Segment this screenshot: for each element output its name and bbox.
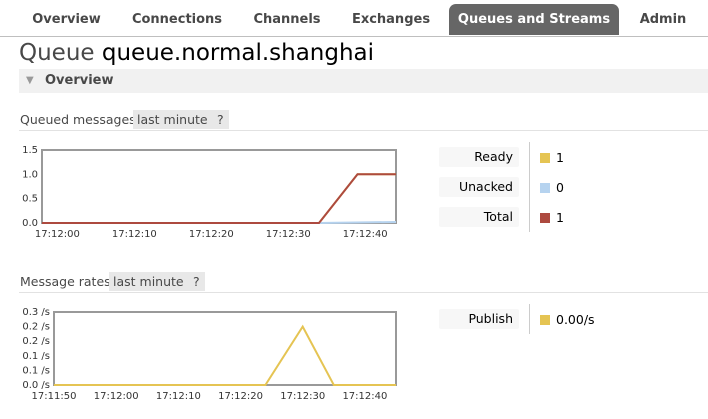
queued-help-button[interactable]: ? (212, 110, 229, 129)
y-tick-label: 0.5 (22, 194, 38, 205)
collapse-triangle-icon: ▼ (26, 75, 34, 86)
tab-exchanges[interactable]: Exchanges (351, 12, 431, 27)
legend-divider (529, 142, 530, 232)
page-title: Queue queue.normal.shanghai (19, 40, 374, 66)
tab-overview[interactable]: Overview (32, 12, 101, 27)
tab-queues-and-streams[interactable]: Queues and Streams (449, 4, 619, 35)
rates-help-button[interactable]: ? (188, 272, 205, 291)
queued-messages-title: Queued messages (20, 112, 136, 127)
message-rates-header: Message rates last minute ? (19, 272, 708, 293)
queue-name: queue.normal.shanghai (101, 40, 375, 66)
x-tick-label: 17:12:10 (112, 229, 157, 240)
queued-range-selector[interactable]: last minute (133, 110, 212, 129)
section-title: Overview (45, 73, 114, 88)
x-tick-label: 17:12:20 (218, 391, 263, 402)
legend-label-publish: Publish (439, 309, 519, 329)
unacked-color-swatch (540, 183, 550, 193)
page-title-prefix: Queue (19, 40, 95, 66)
x-tick-label: 17:12:40 (342, 391, 387, 402)
total-color-swatch (540, 213, 550, 223)
rates-legend-divider (529, 304, 530, 334)
tab-admin[interactable]: Admin (639, 12, 687, 27)
tab-connections[interactable]: Connections (131, 12, 223, 27)
x-tick-label: 17:12:00 (94, 391, 139, 402)
total-count: 1 (556, 210, 564, 225)
y-tick-label: 1.0 (22, 169, 38, 180)
y-tick-label: 0.2 /s (22, 322, 50, 333)
publish-color-swatch (540, 315, 550, 325)
x-tick-label: 17:12:30 (280, 391, 325, 402)
queued-messages-header: Queued messages last minute ? (19, 110, 708, 131)
x-tick-label: 17:11:50 (32, 391, 77, 402)
ready-count: 1 (556, 150, 564, 165)
y-tick-label: 0.0 /s (22, 380, 50, 391)
unacked-count: 0 (556, 180, 564, 195)
x-tick-label: 17:12:00 (35, 229, 80, 240)
legend-label-unacked: Unacked (439, 177, 519, 197)
tab-channels[interactable]: Channels (253, 12, 321, 27)
ready-color-swatch (540, 153, 550, 163)
queued-messages-chart: 0.0 0.5 1.0 1.5 17:12:00 17:12:10 17:12:20 17:1… (22, 145, 397, 240)
publish-rate: 0.00/s (556, 312, 595, 327)
rates-range-selector[interactable]: last minute (109, 272, 188, 291)
top-nav: Overview Connections Channels Exchanges … (0, 0, 708, 37)
legend-label-ready: Ready (439, 147, 519, 167)
x-tick-label: 17:12:40 (343, 229, 388, 240)
overview-section-toggle[interactable]: ▼ Overview (19, 69, 708, 93)
series-line-total (42, 173, 396, 224)
y-tick-label: 0.1 /s (22, 365, 50, 376)
series-line-publish (54, 324, 396, 386)
message-rates-chart: 0.0 /s 0.1 /s 0.1 /s 0.2 /s 0.2 /s 0.3 /s 17:1… (22, 307, 397, 402)
y-tick-label: 1.5 (22, 145, 38, 156)
plot-frame (41, 149, 397, 224)
y-tick-label: 0.3 /s (22, 307, 50, 318)
legend-label-total: Total (439, 207, 519, 227)
message-rates-title: Message rates (20, 274, 111, 289)
plot-frame (53, 311, 397, 386)
x-tick-label: 17:12:20 (189, 229, 234, 240)
y-tick-label: 0.1 /s (22, 351, 50, 362)
y-tick-label: 0.0 (22, 218, 38, 229)
y-tick-label: 0.2 /s (22, 336, 50, 347)
x-tick-label: 17:12:30 (266, 229, 311, 240)
x-tick-label: 17:12:10 (156, 391, 201, 402)
